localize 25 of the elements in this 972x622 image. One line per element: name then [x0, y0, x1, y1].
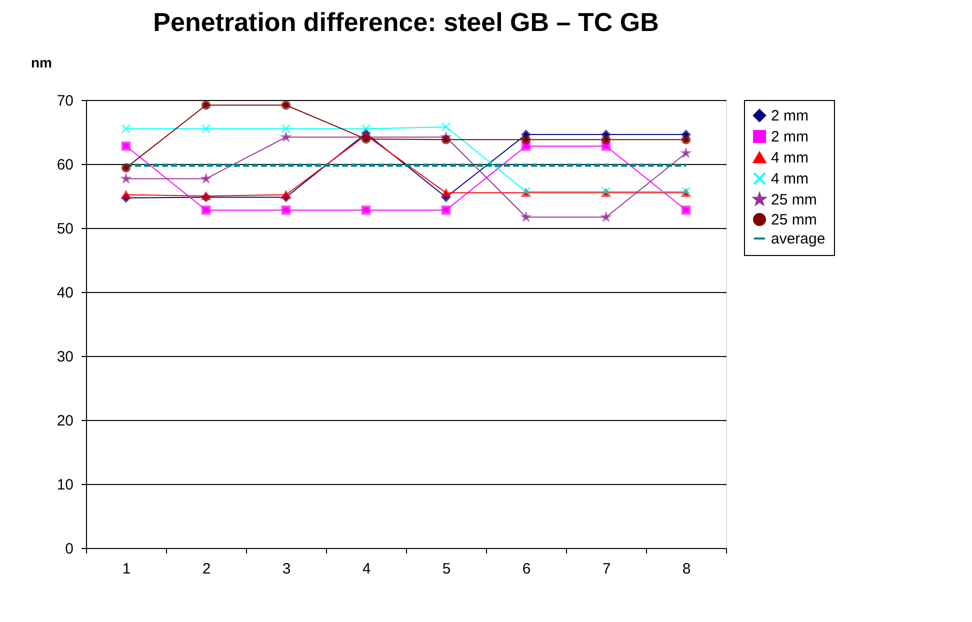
y-tick-label: 20 — [56, 412, 74, 430]
y-tick-label: 70 — [56, 92, 74, 110]
legend-label: 25 mm — [771, 212, 817, 228]
legend-label: 4 mm — [771, 150, 808, 166]
chart-title: Penetration difference: steel GB – TC GB — [153, 7, 659, 37]
x-tick-label: 2 — [202, 560, 211, 578]
y-tick-label: 10 — [56, 476, 74, 494]
y-tick-label: 50 — [56, 220, 74, 238]
y-tick-label: 0 — [65, 540, 74, 558]
y-axis-title: nm — [31, 54, 52, 70]
x-tick-label: 3 — [282, 560, 291, 578]
x-tick-label: 6 — [522, 560, 531, 578]
legend-label: 4 mm — [771, 170, 808, 188]
y-tick-label: 40 — [56, 284, 74, 302]
x-tick-label: 1 — [122, 560, 131, 578]
legend-label: 2 mm — [771, 128, 808, 146]
legend-label: average — [771, 230, 826, 248]
x-tick-label: 4 — [362, 560, 371, 578]
x-tick-label: 8 — [682, 560, 691, 578]
legend-label: 2 mm — [771, 108, 808, 124]
y-tick-label: 30 — [56, 348, 74, 366]
x-tick-label: 7 — [602, 560, 611, 578]
y-tick-label: 60 — [56, 156, 74, 174]
x-tick-label: 5 — [442, 560, 451, 578]
legend-label: 25 mm — [771, 192, 817, 208]
